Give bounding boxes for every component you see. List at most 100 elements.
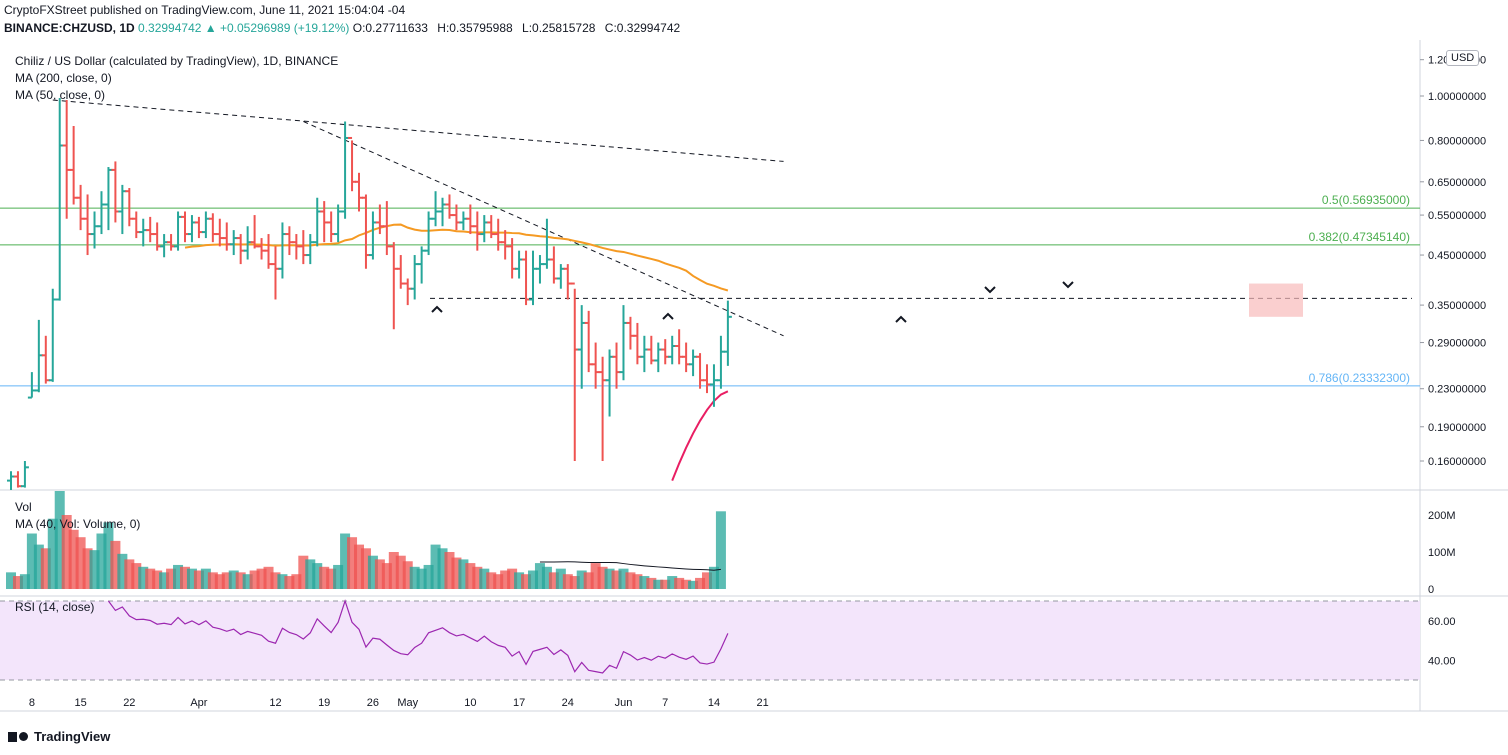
ohlc-bar (494, 218, 503, 251)
volume-bar (305, 559, 316, 589)
legend-volume-ma[interactable]: MA (40, Vol: Volume, 0) (15, 517, 141, 531)
volume-bar (611, 570, 622, 589)
volume-bar (186, 568, 197, 589)
volume-bar (548, 572, 559, 589)
ohlc-bar (703, 364, 711, 394)
volume-bar (6, 572, 16, 589)
volume-bar (47, 518, 58, 589)
ohlc-bar (222, 222, 231, 251)
ohlc-bar (556, 264, 565, 289)
ohlc-bar (424, 211, 433, 256)
volume-bar (562, 574, 573, 589)
volume-bar (646, 577, 657, 589)
legend-volume[interactable]: Vol (15, 500, 32, 514)
volume-bar (688, 580, 699, 589)
price-tick-label: 0.19000000 (1428, 422, 1486, 434)
volume-bar (263, 566, 274, 589)
ohlc-bar (640, 335, 649, 373)
fib-level-label: 0.5(0.56935000) (1322, 193, 1410, 207)
volume-bar (500, 570, 511, 589)
time-tick-label: 14 (708, 697, 720, 709)
ohlc-bar (271, 246, 280, 300)
volume-bar (19, 574, 30, 589)
legend-ma50[interactable]: MA (50, close, 0) (15, 88, 106, 102)
legend-rsi[interactable]: RSI (14, close) (15, 600, 95, 614)
ohlc-bar (445, 194, 454, 219)
ohlc-bar (27, 372, 36, 399)
volume-bar (479, 568, 490, 589)
volume-bar (256, 568, 267, 589)
ma200-line (671, 390, 729, 481)
ohlc-bar (215, 218, 224, 247)
ohlc-bar (153, 222, 162, 251)
ohlc-bar (591, 342, 600, 389)
ohlc-bar (181, 211, 189, 243)
volume-bar (437, 548, 448, 589)
volume-bar (33, 544, 44, 589)
ohlc-bar (355, 172, 363, 212)
volume-bar (632, 574, 643, 589)
ohlc-bar (382, 201, 391, 256)
ohlc-bar (682, 342, 691, 373)
chevron-down-icon (984, 286, 996, 294)
time-tick-label: 22 (123, 697, 135, 709)
ohlc-bar (647, 335, 656, 365)
volume-bar (228, 570, 239, 589)
ohlc-bar (125, 188, 134, 227)
ohlc-bar (97, 191, 106, 235)
rsi-tick-label: 40.00 (1428, 655, 1456, 667)
volume-bar (110, 540, 121, 589)
ohlc-bar (626, 316, 635, 350)
ohlc-bar (160, 234, 169, 258)
ohlc-bar (327, 211, 336, 243)
ohlc-bar (466, 204, 475, 235)
time-tick-label: Apr (190, 697, 207, 709)
ohlc-bar (438, 197, 447, 227)
symbol-ohlc-line: BINANCE:CHZUSD, 1D 0.32994742 ▲ +0.05296… (4, 21, 686, 35)
time-tick-label: 17 (513, 697, 525, 709)
currency-badge[interactable]: USD (1446, 50, 1480, 66)
time-tick-label: 7 (662, 697, 668, 709)
price-change: 0.32994742 ▲ +0.05296989 (+19.12%) (138, 21, 350, 35)
ohlc-bar (208, 213, 217, 243)
volume-bar (26, 533, 37, 589)
ohlc-bar (62, 100, 71, 219)
ohlc-bar (313, 197, 322, 247)
ohlc-bar (90, 211, 99, 249)
legend-ma200[interactable]: MA (200, close, 0) (15, 71, 112, 85)
price-tick-label: 0.65000000 (1428, 177, 1486, 189)
price-tick-label: 0.45000000 (1428, 250, 1486, 262)
volume-bar (221, 572, 232, 589)
ohlc-bar (563, 264, 572, 300)
volume-bar (472, 566, 483, 589)
ohlc-bar (584, 310, 593, 373)
low-value: L:0.25815728 (522, 21, 596, 35)
ohlc-bar (668, 335, 677, 365)
volume-bar (200, 568, 211, 589)
volume-bar (604, 568, 615, 589)
ohlc-bar (20, 461, 29, 488)
volume-bar (576, 570, 587, 589)
time-tick-label: 21 (757, 697, 769, 709)
time-tick-label: 19 (318, 697, 330, 709)
fib-level-label: 0.382(0.47345140) (1309, 230, 1410, 244)
ohlc-bar (723, 300, 732, 366)
volume-bar (75, 537, 86, 589)
price-tick-label: 0.29000000 (1428, 338, 1486, 350)
tradingview-brand[interactable]: TradingView (8, 729, 110, 744)
volume-bar (409, 566, 420, 589)
volume-bar (207, 572, 218, 589)
ohlc-bar (41, 335, 50, 384)
volume-bar (451, 557, 462, 589)
ohlc-bar (264, 234, 273, 269)
volume-bar (702, 572, 712, 589)
volume-bar (180, 566, 190, 589)
volume-bar (235, 572, 246, 589)
volume-bar (166, 568, 177, 589)
volume-tick-label: 200M (1428, 510, 1456, 522)
volume-bar (159, 572, 170, 589)
volume-bar (695, 577, 706, 589)
ohlc-bar (368, 211, 377, 260)
volume-bar (715, 511, 726, 589)
